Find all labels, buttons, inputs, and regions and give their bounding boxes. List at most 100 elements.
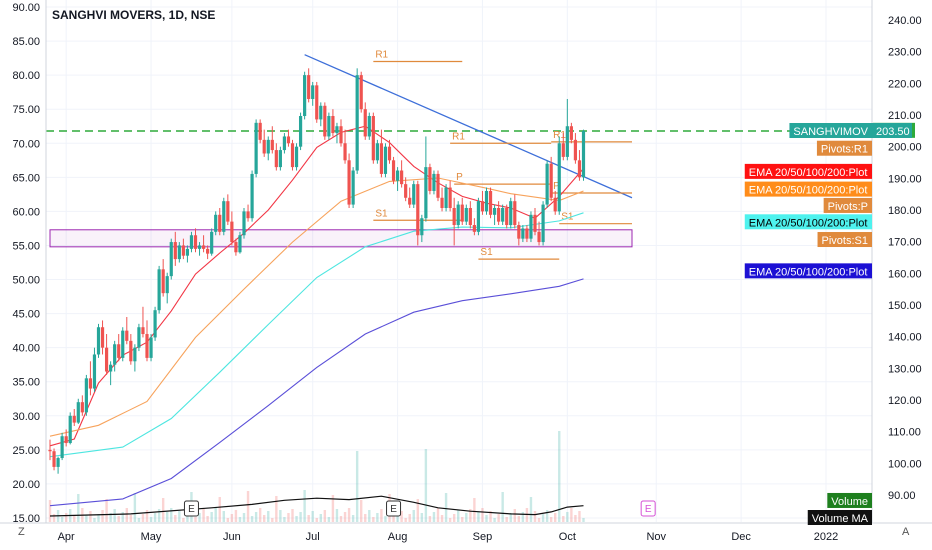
volume-bar (566, 512, 569, 522)
candle-body (214, 214, 218, 232)
volume-bar (408, 514, 411, 522)
y-tick-label-right: 230.00 (888, 47, 922, 59)
candle-body (363, 109, 367, 137)
earnings-marker (640, 500, 656, 517)
candle-body (387, 146, 392, 161)
candle-body (278, 150, 282, 168)
volume-bar (202, 509, 205, 522)
volume-bar (436, 508, 440, 522)
candle-body (137, 327, 141, 348)
volume-bar (424, 449, 428, 522)
volume-bar (360, 500, 363, 522)
candle-body (375, 143, 379, 161)
zoom-button[interactable]: Z (18, 526, 25, 538)
volume-bar (533, 511, 537, 522)
volume-bar (182, 518, 185, 522)
candle-body (109, 364, 113, 372)
candle-body (436, 173, 440, 198)
volume-bar (105, 499, 108, 522)
candle-body (298, 116, 303, 147)
volume-bar (93, 518, 96, 522)
volume-bar (194, 517, 197, 522)
earnings-marker-label: E (645, 504, 652, 515)
volume-bar (263, 515, 266, 522)
volume-bar (157, 509, 161, 522)
candle-body (303, 75, 307, 117)
candle-body (557, 143, 561, 212)
candle-body (238, 235, 242, 253)
volume-bar (89, 511, 92, 522)
volume-bar (343, 512, 347, 522)
candle-body (117, 344, 121, 358)
volume-bar (117, 516, 120, 522)
candles[interactable] (48, 68, 586, 474)
volume-bar (570, 508, 573, 522)
auto-scale-button[interactable]: A (902, 526, 910, 538)
candle-body (169, 242, 173, 277)
indicator-label: SANGHVIMOV (793, 126, 868, 138)
candle-body (52, 451, 56, 467)
y-tick-label-right: 200.00 (888, 142, 922, 154)
volume-bar (161, 498, 165, 522)
y-tick-label-right: 110.00 (888, 427, 921, 439)
candle-body (355, 75, 359, 171)
candle-body (569, 126, 573, 140)
candle-body (371, 116, 375, 161)
volume-bar (323, 510, 327, 522)
candle-body (444, 187, 448, 208)
volume-bar (347, 508, 351, 522)
volume-bar (513, 509, 516, 522)
ema-line (49, 278, 584, 507)
candle-body (161, 269, 165, 294)
y-tick-label-right: 170.00 (888, 237, 922, 249)
volume-bar (529, 497, 533, 522)
candle-body (391, 160, 396, 181)
x-tick-label: Apr (58, 531, 75, 543)
volume-bar (400, 511, 403, 522)
volume-bar (267, 511, 270, 522)
candle-body (246, 211, 250, 219)
candle-body (72, 415, 76, 423)
candle-body (226, 201, 230, 222)
candle-body (577, 160, 582, 178)
candle-body (484, 190, 489, 212)
trendline (304, 54, 633, 199)
volume-bar (509, 513, 512, 522)
volume-bar (440, 515, 444, 522)
candle-body (76, 402, 80, 423)
volume-bar (339, 516, 343, 522)
volume-bar (295, 516, 298, 522)
candle-body (149, 337, 153, 358)
volume-bar (279, 510, 282, 522)
y-tick-label-right: 150.00 (888, 300, 922, 312)
candle-body (359, 75, 363, 110)
earnings-marker-label: E (390, 504, 397, 515)
indicator-label-bg (817, 232, 872, 248)
volume-bar (412, 510, 415, 522)
indicator-label: Pivots:R1 (821, 144, 868, 156)
volume-bar (170, 508, 173, 522)
volume-bar (291, 509, 294, 522)
candle-body (424, 167, 428, 219)
volume-bar (368, 510, 371, 522)
pivot-label: P (553, 181, 560, 192)
candle-body (480, 201, 485, 212)
volume-bar (541, 514, 545, 522)
volume-bar (545, 510, 549, 522)
candle-body (460, 204, 464, 222)
candle-body (270, 139, 274, 151)
candle-body (48, 449, 52, 452)
volume-bar (186, 514, 189, 522)
volume-bar (145, 510, 149, 522)
candle-body (581, 131, 586, 178)
y-tick-label-left: 70.00 (12, 138, 40, 150)
candle-body (537, 231, 541, 243)
y-tick-label-right: 240.00 (888, 15, 922, 27)
volume-bar (153, 513, 157, 522)
volume-bar (335, 509, 339, 522)
volume-bar (174, 515, 177, 522)
volume-bar (64, 513, 68, 522)
ema-line (49, 125, 584, 447)
candle-body (468, 207, 472, 226)
